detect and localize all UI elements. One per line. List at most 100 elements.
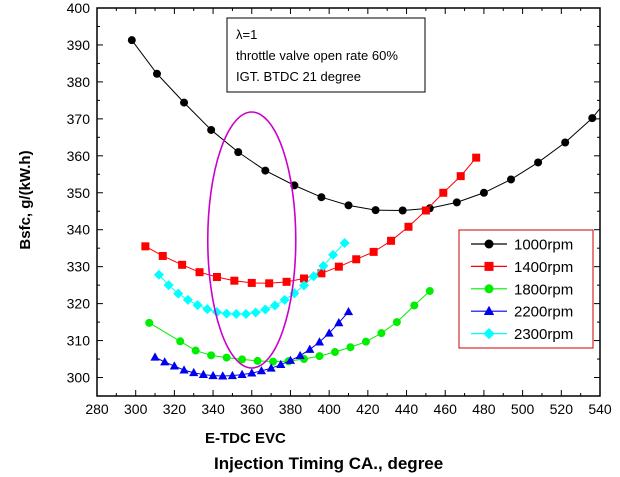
data-point-2300rpm bbox=[279, 294, 290, 305]
data-point-1000rpm bbox=[207, 125, 216, 134]
data-point-2200rpm bbox=[179, 365, 189, 374]
data-point-1800rpm bbox=[377, 329, 386, 338]
data-point-1800rpm bbox=[191, 346, 200, 355]
annotation-line-2: throttle valve open rate 60% bbox=[236, 48, 398, 63]
data-point-1800rpm bbox=[361, 337, 370, 346]
y-tick-label: 370 bbox=[67, 111, 91, 127]
data-point-1800rpm bbox=[145, 318, 154, 327]
data-point-1400rpm bbox=[195, 268, 204, 277]
data-point-1000rpm bbox=[561, 138, 570, 147]
data-point-1000rpm bbox=[261, 166, 270, 175]
y-tick-label: 380 bbox=[67, 74, 91, 90]
x-tick-label: 520 bbox=[550, 401, 574, 417]
data-point-1400rpm bbox=[369, 247, 378, 256]
data-point-1400rpm bbox=[472, 153, 481, 162]
x-axis-title: Injection Timing CA., degree bbox=[214, 454, 443, 473]
data-point-1800rpm bbox=[207, 351, 216, 360]
series-group bbox=[127, 36, 619, 380]
y-tick-label: 390 bbox=[67, 37, 91, 53]
data-point-1400rpm bbox=[265, 279, 274, 288]
plot-area: 280 300 320 340 360 380 400 420 440 460 480 500 520 5… bbox=[67, 0, 619, 417]
legend: 1000rpm 1400rpm 1800rpm 2200rpm 2300rpm bbox=[458, 229, 594, 349]
data-point-1000rpm bbox=[371, 206, 380, 215]
y-tick-label: 350 bbox=[67, 185, 91, 201]
data-point-2300rpm bbox=[260, 304, 271, 315]
data-point-1800rpm bbox=[269, 357, 278, 366]
data-point-2300rpm bbox=[163, 280, 174, 291]
data-point-2200rpm bbox=[237, 369, 247, 378]
x-tick-label: 540 bbox=[588, 401, 612, 417]
legend-marker-1800rpm bbox=[484, 284, 494, 294]
data-point-1400rpm bbox=[247, 278, 256, 287]
data-point-2300rpm bbox=[173, 288, 184, 299]
legend-label-1000rpm: 1000rpm bbox=[514, 237, 573, 254]
data-point-1800rpm bbox=[410, 301, 419, 310]
data-point-2300rpm bbox=[240, 308, 251, 319]
x-tick-label: 360 bbox=[240, 401, 264, 417]
legend-label-2300rpm: 2300rpm bbox=[514, 326, 573, 343]
data-point-2300rpm bbox=[202, 304, 213, 315]
data-point-2200rpm bbox=[324, 328, 334, 337]
x-tick-label: 320 bbox=[163, 401, 187, 417]
annotation-box: λ=1 throttle valve open rate 60% IGT. BT… bbox=[226, 17, 426, 93]
data-point-1000rpm bbox=[452, 198, 461, 207]
legend-marker-2200rpm bbox=[483, 305, 495, 316]
data-point-2200rpm bbox=[150, 352, 160, 361]
data-point-1000rpm bbox=[398, 206, 407, 215]
data-point-1000rpm bbox=[317, 193, 326, 202]
data-point-1400rpm bbox=[178, 260, 187, 269]
data-point-2200rpm bbox=[266, 363, 276, 372]
data-point-2200rpm bbox=[160, 357, 170, 366]
data-point-1400rpm bbox=[317, 269, 326, 278]
y-tick-label: 330 bbox=[67, 259, 91, 275]
data-point-1400rpm bbox=[352, 255, 361, 264]
data-point-1000rpm bbox=[180, 98, 189, 107]
data-point-1000rpm bbox=[507, 175, 516, 184]
data-point-2200rpm bbox=[189, 367, 199, 377]
y-tick-label: 400 bbox=[67, 0, 91, 16]
data-point-2200rpm bbox=[285, 355, 296, 364]
data-point-2300rpm bbox=[328, 249, 339, 260]
data-point-2300rpm bbox=[221, 308, 232, 319]
data-point-2200rpm bbox=[295, 350, 305, 360]
data-point-1400rpm bbox=[141, 242, 150, 251]
legend-marker-1400rpm bbox=[484, 261, 494, 271]
highlight-ellipse bbox=[206, 111, 297, 369]
data-point-2200rpm bbox=[218, 371, 228, 380]
data-point-2300rpm bbox=[250, 307, 261, 318]
data-point-2200rpm bbox=[208, 370, 218, 380]
x-tick-label: 500 bbox=[511, 401, 535, 417]
x-tick-label: 440 bbox=[395, 401, 419, 417]
series-line-1400rpm bbox=[145, 157, 477, 284]
data-point-1800rpm bbox=[425, 287, 434, 296]
data-point-2300rpm bbox=[308, 271, 319, 282]
data-point-2300rpm bbox=[231, 308, 242, 319]
y-tick-label: 310 bbox=[67, 333, 91, 349]
data-point-2300rpm bbox=[318, 260, 329, 271]
data-point-1400rpm bbox=[404, 222, 413, 231]
data-point-2300rpm bbox=[153, 269, 164, 280]
data-point-1000rpm bbox=[127, 36, 136, 45]
data-point-1000rpm bbox=[611, 85, 619, 93]
x-tick-label: 460 bbox=[434, 401, 458, 417]
data-point-2200rpm bbox=[169, 361, 179, 370]
data-point-2300rpm bbox=[299, 280, 310, 291]
y-axis-title: Bsfc, g/(kW.h) bbox=[17, 150, 34, 249]
data-point-1000rpm bbox=[152, 69, 161, 78]
data-point-2200rpm bbox=[276, 359, 286, 368]
x-tick-label: 480 bbox=[472, 401, 496, 417]
x-tick-label: 420 bbox=[356, 401, 380, 417]
data-point-1800rpm bbox=[238, 355, 247, 364]
annotation-line-1: λ=1 bbox=[236, 27, 257, 42]
data-point-2200rpm bbox=[256, 366, 267, 375]
data-point-1000rpm bbox=[234, 148, 243, 157]
data-point-2300rpm bbox=[192, 300, 203, 311]
data-point-2200rpm bbox=[247, 368, 257, 377]
data-point-1400rpm bbox=[230, 276, 239, 285]
data-point-1400rpm bbox=[300, 274, 309, 283]
data-point-2200rpm bbox=[343, 306, 354, 316]
data-point-1400rpm bbox=[421, 206, 430, 215]
data-point-1800rpm bbox=[315, 352, 324, 361]
data-point-1800rpm bbox=[330, 348, 339, 357]
legend-marker-2300rpm bbox=[483, 327, 495, 340]
